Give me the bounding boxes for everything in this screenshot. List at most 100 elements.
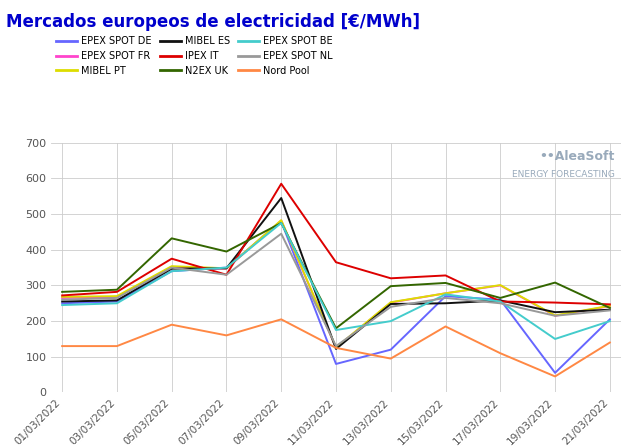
Nord Pool <box>606 340 614 345</box>
N2EX UK <box>551 280 559 285</box>
EPEX SPOT BE <box>497 299 504 304</box>
N2EX UK <box>58 289 66 294</box>
MIBEL PT <box>551 313 559 318</box>
EPEX SPOT NL <box>551 313 559 318</box>
MIBEL ES <box>58 299 66 304</box>
EPEX SPOT NL <box>497 301 504 306</box>
MIBEL PT <box>277 218 285 223</box>
MIBEL PT <box>497 282 504 288</box>
MIBEL PT <box>113 293 121 299</box>
EPEX SPOT BE <box>223 265 230 270</box>
EPEX SPOT BE <box>113 301 121 306</box>
Nord Pool <box>497 351 504 356</box>
EPEX SPOT DE <box>442 293 449 299</box>
EPEX SPOT NL <box>113 295 121 301</box>
EPEX SPOT FR <box>442 291 449 296</box>
EPEX SPOT FR <box>223 266 230 271</box>
EPEX SPOT NL <box>168 265 175 270</box>
EPEX SPOT BE <box>332 327 340 333</box>
MIBEL PT <box>223 266 230 271</box>
N2EX UK <box>332 326 340 331</box>
EPEX SPOT BE <box>58 302 66 308</box>
EPEX SPOT FR <box>58 295 66 301</box>
Nord Pool <box>113 343 121 349</box>
EPEX SPOT DE <box>223 265 230 270</box>
Nord Pool <box>58 343 66 349</box>
Nord Pool <box>277 317 285 322</box>
IPEX IT <box>387 276 395 281</box>
EPEX SPOT NL <box>58 297 66 302</box>
Text: Mercados europeos de electricidad [€/MWh]: Mercados europeos de electricidad [€/MWh… <box>6 13 420 31</box>
EPEX SPOT BE <box>277 220 285 226</box>
EPEX SPOT FR <box>332 345 340 351</box>
MIBEL PT <box>442 291 449 296</box>
Nord Pool <box>332 345 340 351</box>
EPEX SPOT NL <box>332 343 340 349</box>
EPEX SPOT DE <box>168 268 175 274</box>
EPEX SPOT NL <box>223 272 230 277</box>
Nord Pool <box>551 374 559 379</box>
IPEX IT <box>113 289 121 294</box>
Nord Pool <box>387 356 395 361</box>
IPEX IT <box>332 260 340 265</box>
MIBEL PT <box>58 294 66 300</box>
MIBEL ES <box>277 195 285 201</box>
MIBEL ES <box>442 301 449 306</box>
N2EX UK <box>168 235 175 241</box>
Line: IPEX IT: IPEX IT <box>62 184 610 304</box>
EPEX SPOT BE <box>387 318 395 324</box>
EPEX SPOT FR <box>497 283 504 288</box>
MIBEL ES <box>168 266 175 271</box>
N2EX UK <box>223 249 230 254</box>
Nord Pool <box>168 322 175 327</box>
EPEX SPOT DE <box>277 219 285 224</box>
MIBEL ES <box>497 298 504 303</box>
Line: MIBEL ES: MIBEL ES <box>62 198 610 349</box>
MIBEL ES <box>332 346 340 351</box>
EPEX SPOT BE <box>168 268 175 274</box>
Nord Pool <box>223 333 230 338</box>
EPEX SPOT FR <box>277 218 285 223</box>
EPEX SPOT FR <box>551 313 559 318</box>
N2EX UK <box>442 280 449 285</box>
MIBEL ES <box>551 310 559 315</box>
EPEX SPOT DE <box>58 301 66 306</box>
EPEX SPOT BE <box>606 318 614 324</box>
MIBEL ES <box>113 298 121 303</box>
Line: EPEX SPOT NL: EPEX SPOT NL <box>62 234 610 346</box>
IPEX IT <box>168 256 175 261</box>
Text: ENERGY FORECASTING: ENERGY FORECASTING <box>512 170 615 179</box>
EPEX SPOT FR <box>606 303 614 309</box>
N2EX UK <box>497 295 504 301</box>
IPEX IT <box>442 273 449 278</box>
N2EX UK <box>277 220 285 226</box>
IPEX IT <box>497 299 504 304</box>
MIBEL PT <box>168 264 175 269</box>
Text: ••AleaSoft: ••AleaSoft <box>540 150 615 163</box>
Legend: EPEX SPOT DE, EPEX SPOT FR, MIBEL PT, MIBEL ES, IPEX IT, N2EX UK, EPEX SPOT BE, : EPEX SPOT DE, EPEX SPOT FR, MIBEL PT, MI… <box>56 36 333 76</box>
MIBEL ES <box>606 307 614 312</box>
EPEX SPOT NL <box>277 231 285 236</box>
EPEX SPOT NL <box>606 308 614 313</box>
N2EX UK <box>387 284 395 289</box>
MIBEL ES <box>223 266 230 271</box>
MIBEL PT <box>606 303 614 309</box>
EPEX SPOT FR <box>113 294 121 300</box>
EPEX SPOT DE <box>551 370 559 376</box>
EPEX SPOT BE <box>551 336 559 342</box>
Line: N2EX UK: N2EX UK <box>62 223 610 328</box>
Nord Pool <box>442 324 449 329</box>
IPEX IT <box>606 301 614 307</box>
Line: MIBEL PT: MIBEL PT <box>62 220 610 347</box>
EPEX SPOT FR <box>387 300 395 305</box>
Line: EPEX SPOT BE: EPEX SPOT BE <box>62 223 610 339</box>
EPEX SPOT NL <box>387 304 395 310</box>
IPEX IT <box>223 272 230 277</box>
EPEX SPOT FR <box>168 264 175 269</box>
IPEX IT <box>551 300 559 305</box>
IPEX IT <box>277 181 285 186</box>
MIBEL ES <box>387 301 395 307</box>
Line: EPEX SPOT FR: EPEX SPOT FR <box>62 220 610 348</box>
EPEX SPOT DE <box>497 297 504 302</box>
EPEX SPOT BE <box>442 292 449 297</box>
